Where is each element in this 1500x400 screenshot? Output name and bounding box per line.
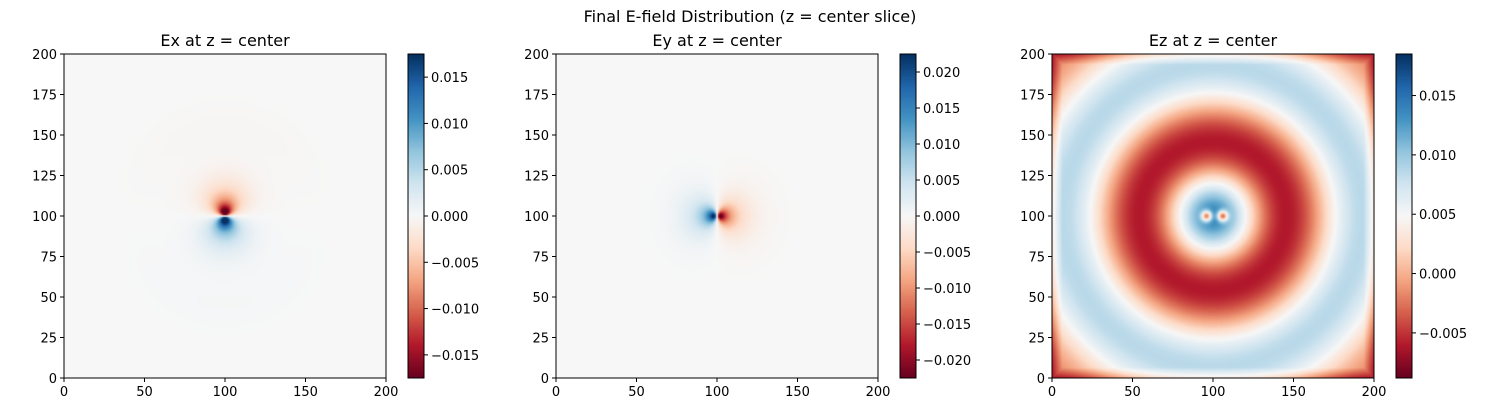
x-tick-label: 50 (1124, 385, 1141, 400)
y-tick-label: 125 (32, 170, 57, 185)
y-tick-label: 175 (524, 89, 549, 104)
colorbar-tick-label: −0.015 (923, 318, 971, 333)
x-tick-label: 100 (705, 385, 730, 400)
colorbar-tick-label: −0.005 (923, 246, 971, 261)
colorbar-tick-label: −0.015 (431, 349, 479, 364)
colorbar-tick-label: 0.015 (923, 102, 960, 117)
figure-suptitle: Final E-field Distribution (z = center s… (584, 7, 917, 26)
colorbar-frame (1395, 53, 1413, 379)
x-tick-label: 100 (213, 385, 238, 400)
y-tick-label: 100 (32, 210, 57, 225)
colorbar-tick-label: 0.005 (431, 164, 468, 179)
panel-title: Ey at z = center (652, 31, 782, 50)
x-tick-label: 150 (293, 385, 318, 400)
x-tick-label: 100 (1201, 385, 1226, 400)
colorbar (900, 54, 916, 378)
x-tick-label: 0 (552, 385, 560, 400)
panel-title: Ex at z = center (160, 31, 290, 50)
colorbar-tick-label: 0.015 (431, 71, 468, 86)
y-tick-label: 200 (1020, 48, 1045, 63)
panel-2: Ey at z = center 0 50 100 150 200 0 25 50 75 100 12… (524, 31, 971, 400)
x-tick-label: 50 (136, 385, 153, 400)
x-tick-label: 150 (785, 385, 810, 400)
colorbar-tick-label: 0.000 (1419, 268, 1456, 283)
y-tick-label: 100 (1020, 210, 1045, 225)
y-tick-label: 75 (1028, 251, 1045, 266)
heatmap-image (64, 54, 386, 378)
y-tick-label: 100 (524, 210, 549, 225)
y-tick-label: 0 (541, 372, 549, 387)
panel-3: Ez at z = center 0 50 100 150 200 0 25 50 75 100 12… (1020, 31, 1467, 400)
colorbar-tick-label: 0.015 (1419, 90, 1456, 105)
colorbar-tick-label: 0.010 (1419, 149, 1456, 164)
y-tick-label: 0 (49, 372, 57, 387)
colorbar-tick-label: 0.010 (923, 138, 960, 153)
colorbar-tick-label: 0.000 (431, 210, 468, 225)
y-tick-label: 50 (40, 291, 57, 306)
x-tick-label: 200 (866, 385, 891, 400)
y-tick-label: 75 (40, 251, 57, 266)
y-tick-label: 50 (532, 291, 549, 306)
colorbar-tick-label: −0.005 (1419, 327, 1467, 342)
panel-title: Ez at z = center (1149, 31, 1278, 50)
y-tick-label: 0 (1037, 372, 1045, 387)
y-tick-label: 125 (524, 170, 549, 185)
y-tick-label: 125 (1020, 170, 1045, 185)
y-tick-label: 175 (32, 89, 57, 104)
colorbar-tick-label: 0.020 (923, 66, 960, 81)
y-tick-label: 150 (524, 129, 549, 144)
colorbar-tick-label: −0.010 (923, 282, 971, 297)
y-tick-label: 75 (532, 251, 549, 266)
colorbar-tick-label: −0.020 (923, 354, 971, 369)
y-tick-label: 150 (1020, 129, 1045, 144)
colorbar (1396, 54, 1412, 378)
colorbar-tick-label: −0.010 (431, 303, 479, 318)
x-tick-label: 0 (60, 385, 68, 400)
y-tick-label: 25 (1028, 332, 1045, 347)
colorbar (408, 54, 424, 378)
heatmap-image (1052, 54, 1374, 378)
y-tick-label: 200 (524, 48, 549, 63)
y-tick-label: 25 (40, 332, 57, 347)
colorbar-tick-label: 0.005 (1419, 208, 1456, 223)
heatmap-image (556, 54, 878, 378)
y-tick-label: 175 (1020, 89, 1045, 104)
y-tick-label: 25 (532, 332, 549, 347)
colorbar-tick-label: −0.005 (431, 256, 479, 271)
colorbar-tick-label: 0.010 (431, 117, 468, 132)
colorbar-tick-label: 0.005 (923, 174, 960, 189)
x-tick-label: 200 (1362, 385, 1387, 400)
y-tick-label: 50 (1028, 291, 1045, 306)
x-tick-label: 50 (628, 385, 645, 400)
y-tick-label: 200 (32, 48, 57, 63)
colorbar-tick-label: 0.000 (923, 210, 960, 225)
x-tick-label: 0 (1048, 385, 1056, 400)
x-tick-label: 200 (374, 385, 399, 400)
x-tick-label: 150 (1281, 385, 1306, 400)
panel-1: Ex at z = center 0 50 100 150 200 0 25 50 75 100 12… (32, 31, 479, 400)
y-tick-label: 150 (32, 129, 57, 144)
